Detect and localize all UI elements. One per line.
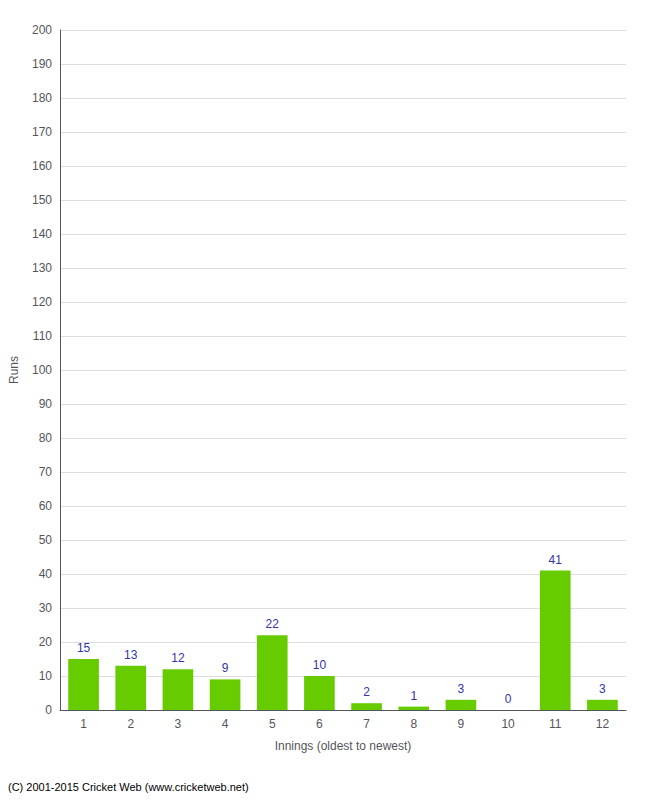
svg-text:11: 11 — [549, 717, 562, 731]
svg-text:10: 10 — [501, 717, 515, 731]
svg-text:12: 12 — [596, 717, 610, 731]
svg-text:2: 2 — [127, 717, 134, 731]
svg-text:110: 110 — [33, 329, 52, 343]
svg-text:9: 9 — [222, 661, 229, 675]
svg-text:7: 7 — [363, 717, 370, 731]
svg-text:15: 15 — [77, 641, 91, 655]
svg-text:4: 4 — [222, 717, 229, 731]
svg-text:12: 12 — [171, 651, 185, 665]
svg-text:10: 10 — [313, 658, 327, 672]
svg-text:6: 6 — [316, 717, 323, 731]
svg-text:0: 0 — [45, 703, 52, 717]
svg-text:150: 150 — [32, 193, 52, 207]
svg-text:50: 50 — [39, 533, 53, 547]
svg-text:100: 100 — [32, 363, 52, 377]
svg-text:140: 140 — [32, 227, 52, 241]
svg-text:60: 60 — [39, 499, 53, 513]
svg-text:170: 170 — [32, 125, 52, 139]
svg-text:10: 10 — [39, 669, 53, 683]
svg-text:2: 2 — [363, 685, 370, 699]
svg-text:9: 9 — [458, 717, 465, 731]
svg-text:3: 3 — [458, 682, 465, 696]
svg-text:180: 180 — [32, 91, 52, 105]
svg-text:13: 13 — [124, 648, 138, 662]
svg-text:20: 20 — [39, 635, 53, 649]
svg-text:200: 200 — [32, 23, 52, 37]
svg-text:90: 90 — [39, 397, 53, 411]
svg-text:Runs: Runs — [7, 356, 21, 384]
svg-text:190: 190 — [32, 57, 52, 71]
svg-text:30: 30 — [39, 601, 53, 615]
svg-text:40: 40 — [39, 567, 53, 581]
svg-text:160: 160 — [32, 159, 52, 173]
svg-text:1: 1 — [80, 717, 87, 731]
svg-text:(C) 2001-2015 Cricket Web (www: (C) 2001-2015 Cricket Web (www.cricketwe… — [8, 781, 249, 793]
svg-text:3: 3 — [599, 682, 606, 696]
svg-text:130: 130 — [32, 261, 52, 275]
svg-text:Innings (oldest to newest): Innings (oldest to newest) — [275, 739, 412, 753]
svg-text:70: 70 — [39, 465, 53, 479]
svg-text:80: 80 — [39, 431, 53, 445]
svg-text:5: 5 — [269, 717, 276, 731]
svg-text:120: 120 — [32, 295, 52, 309]
svg-text:8: 8 — [410, 717, 417, 731]
svg-text:1: 1 — [410, 689, 417, 703]
svg-text:0: 0 — [505, 692, 512, 706]
svg-text:41: 41 — [549, 553, 563, 567]
svg-text:22: 22 — [266, 617, 280, 631]
svg-text:3: 3 — [175, 717, 182, 731]
